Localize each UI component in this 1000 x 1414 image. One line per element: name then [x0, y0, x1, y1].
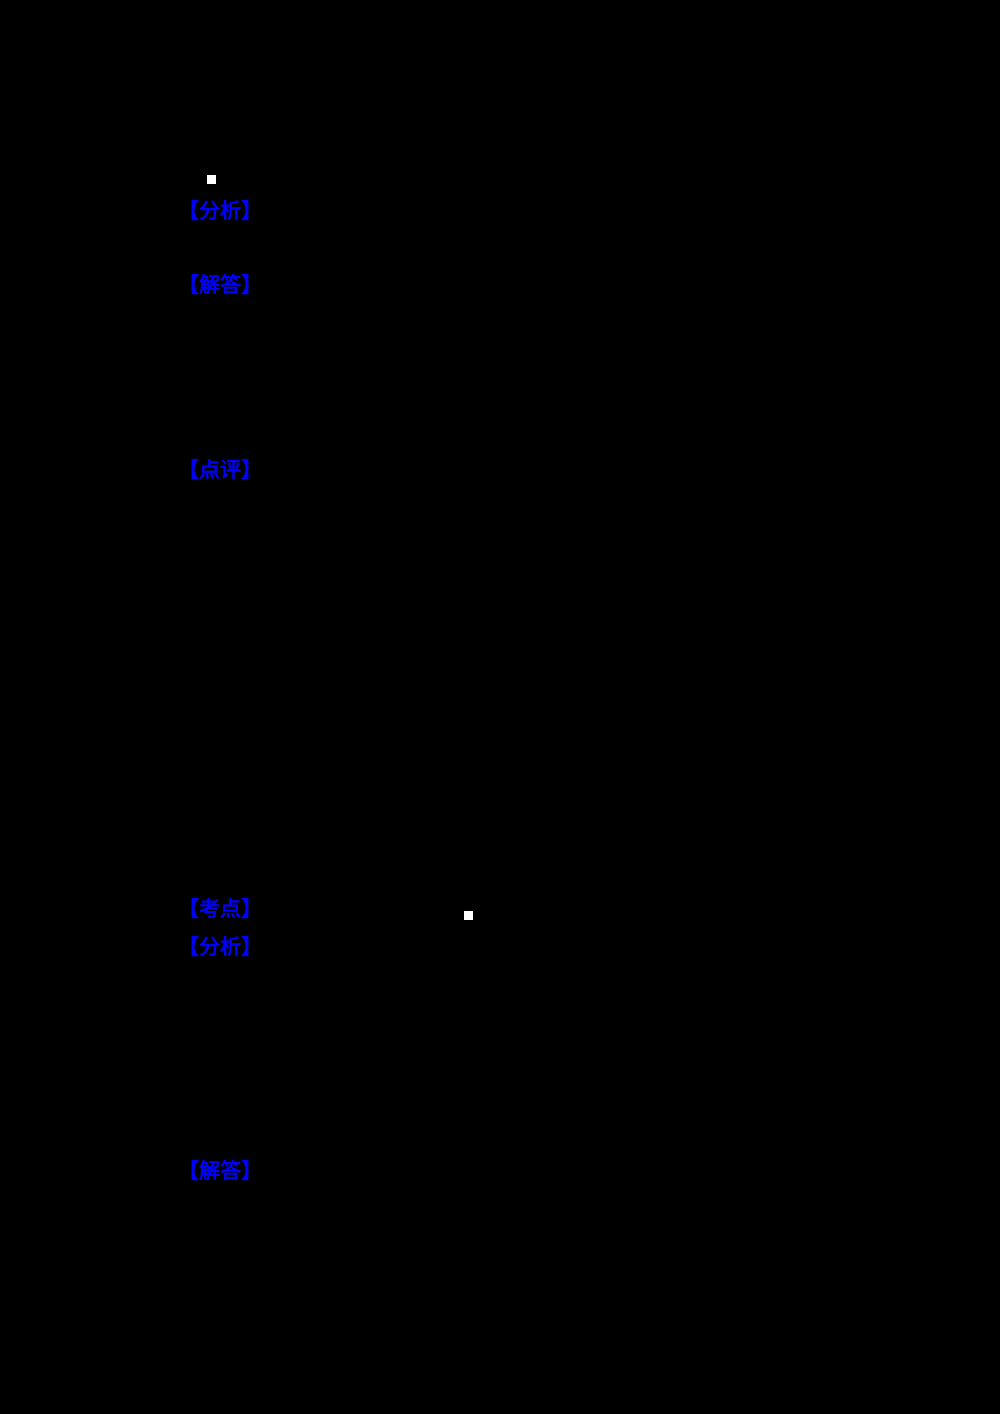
- marker-square-mid: [464, 911, 473, 920]
- section-label: 【考点】: [178, 896, 262, 922]
- marker-square-top: [207, 175, 216, 184]
- section-label: 【点评】: [178, 457, 262, 483]
- section-label: 【分析】: [178, 198, 262, 224]
- section-label: 【分析】: [178, 934, 262, 960]
- section-label: 【解答】: [178, 1158, 262, 1184]
- section-label: 【解答】: [178, 272, 262, 298]
